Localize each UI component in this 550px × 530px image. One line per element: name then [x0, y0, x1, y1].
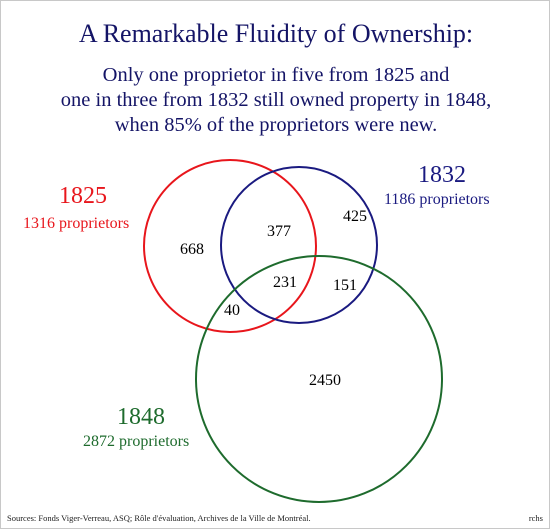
region-all-three: 231: [273, 274, 297, 291]
sources-footnote: Sources: Fonds Viger-Verreau, ASQ; Rôle …: [7, 513, 311, 523]
region-only-1848: 2450: [309, 372, 341, 389]
label-1825-count: 1316 proprietors: [23, 215, 130, 232]
region-1832-and-1848: 151: [333, 277, 357, 294]
label-1848-year: 1848: [117, 404, 165, 430]
region-only-1832: 425: [343, 208, 367, 225]
circle-1825: [143, 159, 317, 333]
subtitle-line-3: when 85% of the proprietors were new.: [114, 114, 438, 136]
diagram-title: A Remarkable Fluidity of Ownership:: [78, 19, 474, 48]
label-1832-count: 1186 proprietors: [384, 191, 490, 208]
diagram-subtitle: Only one proprietor in five from 1825 an…: [1, 63, 550, 138]
label-1832-year: 1832: [418, 162, 466, 188]
circle-1832: [220, 166, 378, 324]
credit-label: rchs: [528, 513, 543, 523]
subtitle-line-1: Only one proprietor in five from 1825 an…: [102, 64, 450, 86]
region-only-1825: 668: [180, 241, 204, 258]
subtitle-line-2: one in three from 1832 still owned prope…: [60, 89, 492, 111]
region-1825-and-1848: 40: [224, 302, 240, 319]
label-1825-year: 1825: [59, 183, 107, 209]
label-1848-count: 2872 proprietors: [83, 433, 190, 450]
circle-1848: [195, 255, 443, 503]
region-1825-and-1832: 377: [267, 223, 291, 240]
